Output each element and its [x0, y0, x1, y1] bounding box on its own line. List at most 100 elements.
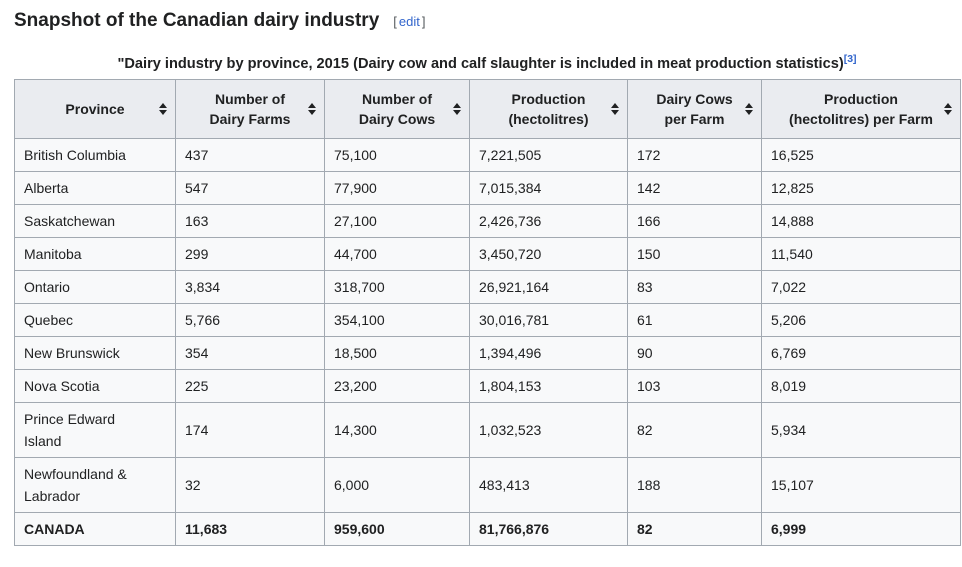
table-row: Newfoundland & Labrador 32 6,000 483,413 188…	[14, 457, 961, 513]
table-row: Quebec 5,766 354,100 30,016,781 61 5,206	[14, 303, 961, 337]
value-cell: 7,221,505	[469, 138, 628, 172]
value-cell: 11,540	[761, 237, 961, 271]
column-header-label: Number of	[362, 91, 432, 107]
table-row: Nova Scotia 225 23,200 1,804,153 103 8,019	[14, 369, 961, 403]
value-cell: 2,426,736	[469, 204, 628, 238]
table-row: Saskatchewan 163 27,100 2,426,736 166 14,888	[14, 204, 961, 238]
value-cell: 174	[175, 402, 325, 458]
value-cell: 32	[175, 457, 325, 513]
edit-link[interactable]: edit	[398, 14, 420, 29]
value-cell: 1,032,523	[469, 402, 628, 458]
province-cell: Alberta	[14, 171, 176, 205]
province-cell: Manitoba	[14, 237, 176, 271]
value-cell: 150	[627, 237, 762, 271]
value-cell: 354	[175, 336, 325, 370]
value-cell: 16,525	[761, 138, 961, 172]
province-cell: Nova Scotia	[14, 369, 176, 403]
value-cell: 26,921,164	[469, 270, 628, 304]
province-cell: British Columbia	[14, 138, 176, 172]
column-header-label: Production	[511, 91, 586, 107]
value-cell: 90	[627, 336, 762, 370]
sort-both-icon	[453, 103, 461, 115]
table-row: Manitoba 299 44,700 3,450,720 150 11,540	[14, 237, 961, 271]
value-cell: 83	[627, 270, 762, 304]
value-cell: 61	[627, 303, 762, 337]
value-cell: 1,394,496	[469, 336, 628, 370]
value-cell: 3,834	[175, 270, 325, 304]
value-cell: 437	[175, 138, 325, 172]
value-cell: 81,766,876	[469, 512, 628, 546]
sort-both-icon	[159, 103, 167, 115]
column-header-production-hectolitres-per-farm[interactable]: Production (hectolitres) per Farm	[761, 79, 961, 139]
value-cell: 44,700	[324, 237, 470, 271]
value-cell: 188	[627, 457, 762, 513]
value-cell: 225	[175, 369, 325, 403]
value-cell: 318,700	[324, 270, 470, 304]
value-cell: 7,022	[761, 270, 961, 304]
province-cell: Ontario	[14, 270, 176, 304]
column-header-number-of-dairy-cows[interactable]: Number of Dairy Cows	[324, 79, 470, 139]
value-cell: 166	[627, 204, 762, 238]
table-row-total: CANADA 11,683 959,600 81,766,876 82 6,999	[14, 512, 961, 546]
province-cell: Saskatchewan	[14, 204, 176, 238]
column-header-label: Number of	[215, 91, 285, 107]
table-row: Ontario 3,834 318,700 26,921,164 83 7,022	[14, 270, 961, 304]
value-cell: 11,683	[175, 512, 325, 546]
value-cell: 23,200	[324, 369, 470, 403]
value-cell: 27,100	[324, 204, 470, 238]
value-cell: 14,888	[761, 204, 961, 238]
value-cell: 18,500	[324, 336, 470, 370]
province-cell: CANADA	[14, 512, 176, 546]
page-title: Snapshot of the Canadian dairy industry	[14, 10, 380, 31]
section-heading: Snapshot of the Canadian dairy industry …	[14, 9, 962, 34]
value-cell: 547	[175, 171, 325, 205]
value-cell: 82	[627, 512, 762, 546]
edit-bracket-close: ]	[421, 14, 426, 29]
value-cell: 354,100	[324, 303, 470, 337]
reference-link[interactable]: [3]	[843, 53, 857, 66]
sort-both-icon	[944, 103, 952, 115]
value-cell: 142	[627, 171, 762, 205]
value-cell: 8,019	[761, 369, 961, 403]
value-cell: 1,804,153	[469, 369, 628, 403]
value-cell: 483,413	[469, 457, 628, 513]
sort-both-icon	[308, 103, 316, 115]
column-header-number-of-dairy-farms[interactable]: Number of Dairy Farms	[175, 79, 325, 139]
value-cell: 82	[627, 402, 762, 458]
value-cell: 15,107	[761, 457, 961, 513]
column-header-label: Province	[65, 101, 125, 117]
column-header-label: (hectolitres) per Farm	[789, 111, 933, 127]
value-cell: 5,766	[175, 303, 325, 337]
column-header-label: Dairy Farms	[209, 111, 291, 127]
table-row: Alberta 547 77,900 7,015,384 142 12,825	[14, 171, 961, 205]
column-header-label: Production	[824, 91, 898, 107]
value-cell: 12,825	[761, 171, 961, 205]
value-cell: 163	[175, 204, 325, 238]
dairy-industry-table: Province Number of Dairy Farms Number of Dai…	[14, 79, 961, 546]
table-row: New Brunswick 354 18,500 1,394,496 90 6,769	[14, 336, 961, 370]
sort-both-icon	[745, 103, 753, 115]
table-row: Prince Edward Island 174 14,300 1,032,523 82…	[14, 402, 961, 458]
column-header-production-hectolitres[interactable]: Production (hectolitres)	[469, 79, 628, 139]
value-cell: 172	[627, 138, 762, 172]
province-cell: Newfoundland & Labrador	[14, 457, 176, 513]
table-caption: "Dairy industry by province, 2015 (Dairy…	[14, 53, 960, 73]
province-cell: Prince Edward Island	[14, 402, 176, 458]
value-cell: 103	[627, 369, 762, 403]
value-cell: 6,000	[324, 457, 470, 513]
caption-text: "Dairy industry by province, 2015 (Dairy…	[117, 56, 844, 72]
table-row: British Columbia 437 75,100 7,221,505 172 16,…	[14, 138, 961, 172]
value-cell: 14,300	[324, 402, 470, 458]
value-cell: 7,015,384	[469, 171, 628, 205]
value-cell: 299	[175, 237, 325, 271]
edit-bracket-open: [	[393, 14, 397, 29]
column-header-dairy-cows-per-farm[interactable]: Dairy Cows per Farm	[627, 79, 762, 139]
column-header-label: (hectolitres)	[508, 111, 589, 127]
column-header-label: Dairy Cows	[358, 111, 436, 127]
province-cell: New Brunswick	[14, 336, 176, 370]
province-cell: Quebec	[14, 303, 176, 337]
value-cell: 6,999	[761, 512, 961, 546]
column-header-label: Dairy Cows	[656, 91, 733, 107]
column-header-province[interactable]: Province	[14, 79, 176, 139]
